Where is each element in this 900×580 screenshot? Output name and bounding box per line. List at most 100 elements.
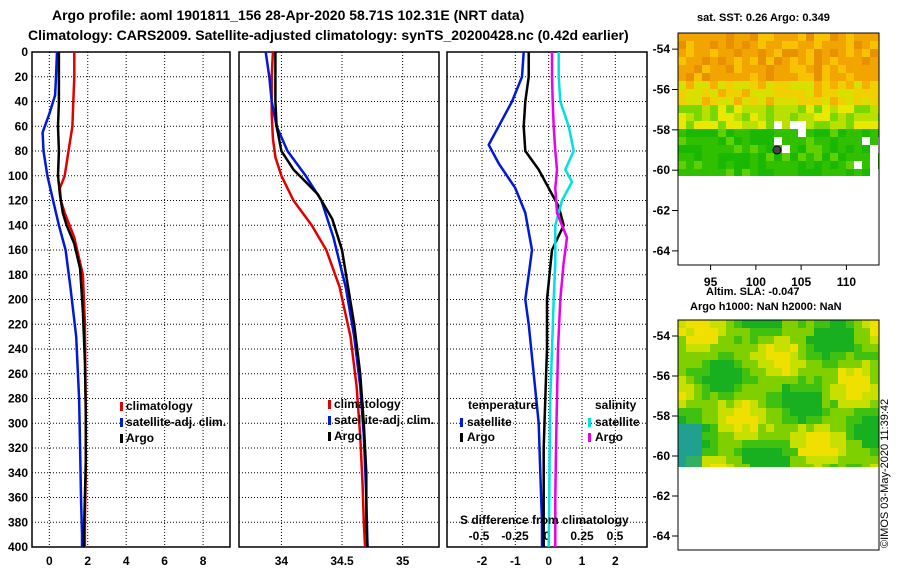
sst-cell [678, 105, 686, 113]
sst-cell [854, 73, 862, 81]
sst-cell [838, 121, 846, 129]
sla-cell [854, 456, 862, 464]
sla-cell [766, 416, 774, 424]
sst-cell [830, 81, 838, 89]
sst-cell [846, 113, 854, 121]
sst-cell [766, 161, 774, 169]
sla-cell [758, 336, 766, 344]
sst-cell [854, 113, 862, 121]
sst-cell [830, 161, 838, 169]
sst-cell [766, 169, 774, 176]
sst-cell [774, 105, 782, 113]
sst-cell [846, 137, 854, 145]
sst-cell [814, 145, 822, 153]
sla-cell [814, 352, 822, 360]
sst-cell [742, 97, 750, 105]
sla-cell [758, 464, 766, 467]
sst-cell [742, 153, 750, 161]
sst-cell [694, 33, 702, 41]
sla-cell [838, 336, 846, 344]
sla-cell [822, 336, 830, 344]
sst-cell [702, 145, 710, 153]
sst-cell [814, 153, 822, 161]
sst-cell [718, 49, 726, 57]
legend-swatch-argo [120, 434, 123, 443]
sla-cell [830, 384, 838, 392]
sst-cell [734, 41, 742, 49]
sla-cell [830, 392, 838, 400]
lat-tick-label: -58 [653, 409, 671, 423]
sst-cell [806, 41, 814, 49]
sla-cell [750, 368, 758, 376]
sla-cell [814, 368, 822, 376]
sla-cell [854, 376, 862, 384]
sla-cell [870, 368, 878, 376]
sst-cell [702, 57, 710, 65]
temperature-axis-labels: 0 2 4 6 8 [46, 554, 207, 568]
temperature-series [41, 51, 88, 547]
sst-cell [742, 161, 750, 169]
sla-cell [766, 408, 774, 416]
sst-cell [838, 145, 846, 153]
sst-cell [694, 81, 702, 89]
sst-cell [766, 113, 774, 121]
sla-cell [766, 320, 774, 328]
sst-cell [830, 121, 838, 129]
sst-cell [854, 41, 862, 49]
sla-cell [846, 384, 854, 392]
sla-cell [774, 464, 782, 467]
sla-cell [838, 320, 846, 328]
sla-cell [702, 424, 710, 432]
sla-cell [718, 376, 726, 384]
sla-cell [782, 408, 790, 416]
sla-cell [838, 352, 846, 360]
sla-cell [806, 336, 814, 344]
x-tick-label: 34.5 [330, 554, 354, 568]
sla-cell [694, 416, 702, 424]
sla-cell [838, 344, 846, 352]
sla-cell [718, 464, 726, 467]
sla-cell [686, 352, 694, 360]
sla-cell [822, 416, 830, 424]
sla-cell [750, 416, 758, 424]
sst-cell [870, 129, 878, 137]
sla-cell [726, 360, 734, 368]
sst-cell [822, 145, 830, 153]
sst-cell [750, 153, 758, 161]
sla-cell [790, 352, 798, 360]
lat-tick-label: -62 [653, 204, 671, 218]
sla-cell [790, 368, 798, 376]
sst-cell [846, 169, 854, 176]
sst-cell [678, 73, 686, 81]
sst-cell [870, 105, 878, 113]
sst-cell [774, 97, 782, 105]
sst-cell [814, 89, 822, 97]
sla-cell [702, 376, 710, 384]
sla-cell [806, 464, 814, 467]
x-tick-label: 0 [545, 554, 552, 568]
sla-cell [718, 448, 726, 456]
sst-cell [838, 161, 846, 169]
sla-cell [870, 416, 878, 424]
x-tick-label: 8 [200, 554, 207, 568]
sla-cell [814, 344, 822, 352]
sst-cell [782, 161, 790, 169]
sla-cell [694, 464, 702, 467]
depth-tick-label: 260 [8, 367, 28, 381]
sst-cell [742, 121, 750, 129]
series-line-argo [274, 52, 369, 548]
sla-cell [838, 328, 846, 336]
lat-tick-label: -64 [653, 244, 671, 258]
sst-cell [718, 105, 726, 113]
sla-cell [710, 336, 718, 344]
sst-cell [838, 105, 846, 113]
sst-cell [694, 41, 702, 49]
sla-cell [782, 432, 790, 440]
sla-cell [686, 448, 694, 456]
sla-cell [750, 336, 758, 344]
sst-cell [870, 137, 878, 145]
sla-cell [846, 416, 854, 424]
sst-cell [798, 169, 806, 176]
sla-cell [710, 440, 718, 448]
sla-cell [718, 320, 726, 328]
